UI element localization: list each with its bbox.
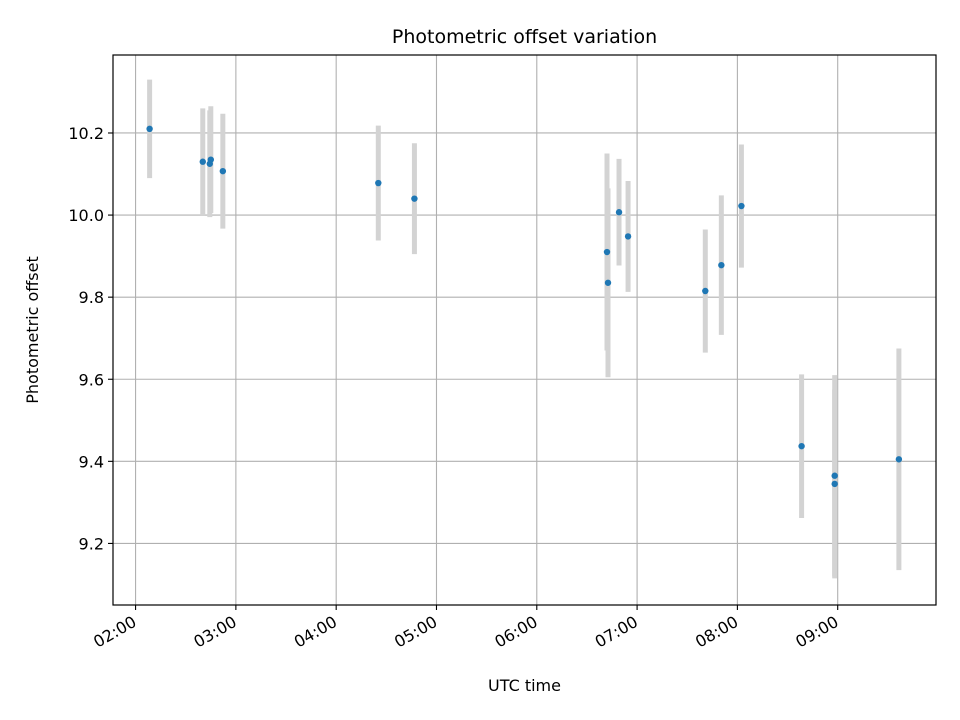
x-tick-label: 07:00 (592, 612, 641, 652)
axis-ticks: 02:00 03:00 04:00 05:00 06:00 07:00 08:00 09:00… (68, 124, 841, 652)
x-tick-label: 05:00 (391, 612, 440, 652)
plot-frame (112, 54, 937, 606)
y-tick-label: 9.2 (79, 534, 104, 553)
y-tick-label: 9.4 (79, 452, 104, 471)
data-point (718, 261, 725, 269)
data-point (411, 195, 418, 202)
data-point (624, 233, 632, 240)
y-tick-label: 10.0 (68, 206, 104, 225)
y-tick-label: 10.2 (68, 124, 104, 143)
data-point (798, 442, 805, 450)
x-axis-label: UTC time (488, 676, 561, 695)
error-bars (147, 79, 902, 579)
x-tick-label: 03:00 (190, 612, 239, 652)
x-tick-label: 09:00 (792, 612, 841, 652)
grid (113, 55, 936, 605)
data-point (603, 248, 611, 256)
x-tick-label: 06:00 (491, 612, 540, 652)
data-point (895, 456, 903, 463)
chart-title: Photometric offset variation (392, 26, 657, 48)
data-point (738, 202, 745, 210)
data-point (199, 158, 206, 165)
x-tick-label: 02:00 (90, 612, 139, 652)
data-point (375, 179, 382, 187)
data-point (831, 472, 838, 479)
data-point (702, 287, 709, 295)
y-tick-label: 9.6 (79, 370, 104, 389)
y-tick-label: 9.8 (79, 288, 104, 307)
data-point (207, 156, 214, 163)
data-point (604, 279, 612, 286)
x-tick-label: 08:00 (692, 612, 741, 652)
data-point (146, 125, 153, 133)
data-point (831, 480, 838, 488)
y-axis-label: Photometric offset (23, 256, 42, 404)
data-points (146, 125, 903, 488)
data-point (615, 209, 623, 216)
x-tick-label: 04:00 (291, 612, 340, 652)
data-point (219, 167, 227, 175)
